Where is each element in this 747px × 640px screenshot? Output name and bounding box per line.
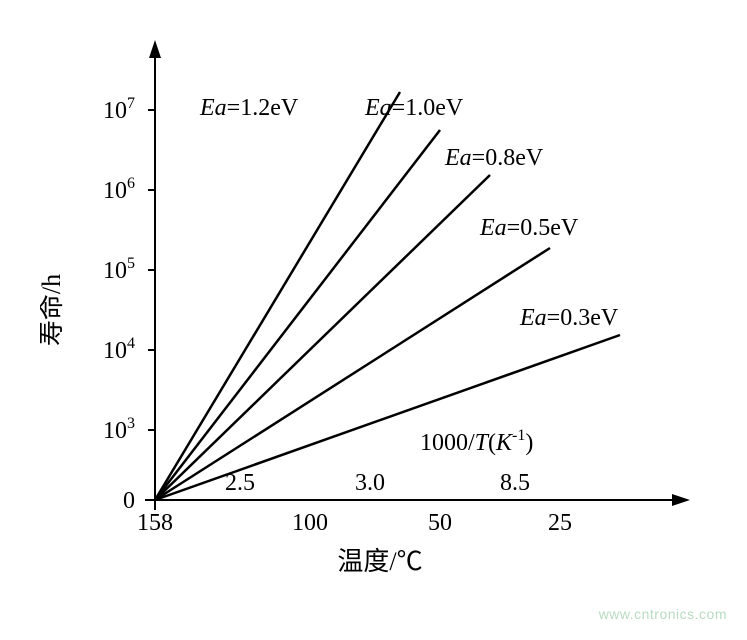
series-label-3: Ea=0.5eV [479,215,579,241]
chart-svg: 0 103 104 105 106 107 寿命/h 158 100 50 25… [40,30,710,610]
ytick-0: 0 [123,488,135,514]
xtick-t-2: 8.5 [500,470,530,496]
series-line-0 [155,92,400,500]
ytick-4: 106 [103,175,135,204]
ytick-3: 105 [103,255,135,284]
series-line-4 [155,335,620,500]
ytick-2: 104 [103,335,135,364]
xtick-b-2: 50 [428,510,452,536]
xtick-b-3: 25 [548,510,572,536]
series-label-4: Ea=0.3eV [519,305,619,331]
series-labels: Ea=1.2eV Ea=1.0eV Ea=0.8eV Ea=0.5eV Ea=0.3eV [199,95,619,331]
series-label-1: Ea=1.0eV [364,95,464,121]
y-axis-arrow [149,40,161,58]
arrhenius-chart: 0 103 104 105 106 107 寿命/h 158 100 50 25… [40,30,710,590]
x-axis-arrow [672,494,690,506]
x-axis-title-bottom: 温度/℃ [337,547,422,576]
ytick-5: 107 [103,95,135,124]
xtick-b-1: 100 [292,510,328,536]
series-line-1 [155,130,440,500]
xtick-t-1: 3.0 [355,470,385,496]
y-axis-title: 寿命/h [40,274,66,346]
xtick-b-0: 158 [137,510,173,536]
x-axis-title-top: 1000/T(K-1) [420,427,533,456]
y-ticks [148,110,155,430]
series-lines [155,92,620,500]
series-line-3 [155,248,550,500]
series-label-0: Ea=1.2eV [199,95,299,121]
watermark: www.cntronics.com [599,606,727,622]
ytick-1: 103 [103,415,135,444]
series-label-2: Ea=0.8eV [444,145,544,171]
